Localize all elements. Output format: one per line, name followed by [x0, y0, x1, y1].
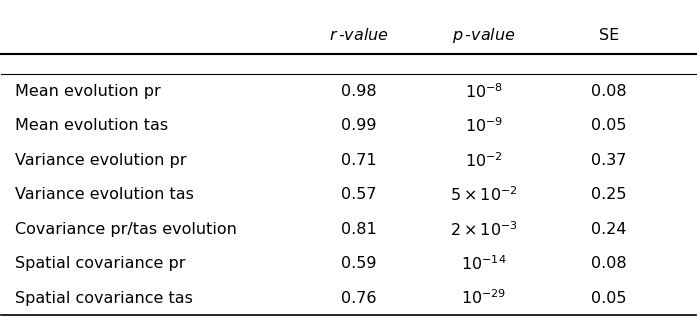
- Text: Variance evolution pr: Variance evolution pr: [15, 153, 187, 168]
- Text: 0.98: 0.98: [341, 84, 376, 99]
- Text: 0.76: 0.76: [341, 291, 376, 306]
- Text: Spatial covariance tas: Spatial covariance tas: [15, 291, 193, 306]
- Text: 0.24: 0.24: [591, 222, 627, 237]
- Text: Mean evolution pr: Mean evolution pr: [15, 84, 161, 99]
- Text: 0.59: 0.59: [341, 256, 376, 271]
- Text: 0.05: 0.05: [591, 291, 627, 306]
- Text: 0.81: 0.81: [341, 222, 377, 237]
- Text: $r\,$-value: $r\,$-value: [329, 27, 389, 43]
- Text: SE: SE: [599, 28, 619, 43]
- Text: 0.08: 0.08: [591, 84, 627, 99]
- Text: $10^{-9}$: $10^{-9}$: [465, 117, 503, 135]
- Text: $10^{-8}$: $10^{-8}$: [465, 82, 503, 101]
- Text: $p\,$-value: $p\,$-value: [452, 26, 516, 45]
- Text: Spatial covariance pr: Spatial covariance pr: [15, 256, 186, 271]
- Text: Mean evolution tas: Mean evolution tas: [15, 119, 169, 133]
- Text: 0.25: 0.25: [591, 187, 627, 202]
- Text: $10^{-2}$: $10^{-2}$: [465, 151, 503, 170]
- Text: 0.71: 0.71: [341, 153, 376, 168]
- Text: Variance evolution tas: Variance evolution tas: [15, 187, 194, 202]
- Text: $10^{-14}$: $10^{-14}$: [461, 254, 507, 273]
- Text: 0.99: 0.99: [341, 119, 376, 133]
- Text: $2 \times 10^{-3}$: $2 \times 10^{-3}$: [450, 220, 518, 238]
- Text: Covariance pr/tas evolution: Covariance pr/tas evolution: [15, 222, 237, 237]
- Text: 0.37: 0.37: [591, 153, 627, 168]
- Text: 0.05: 0.05: [591, 119, 627, 133]
- Text: $10^{-29}$: $10^{-29}$: [461, 289, 507, 307]
- Text: 0.08: 0.08: [591, 256, 627, 271]
- Text: $5 \times 10^{-2}$: $5 \times 10^{-2}$: [450, 185, 518, 204]
- Text: 0.57: 0.57: [341, 187, 376, 202]
